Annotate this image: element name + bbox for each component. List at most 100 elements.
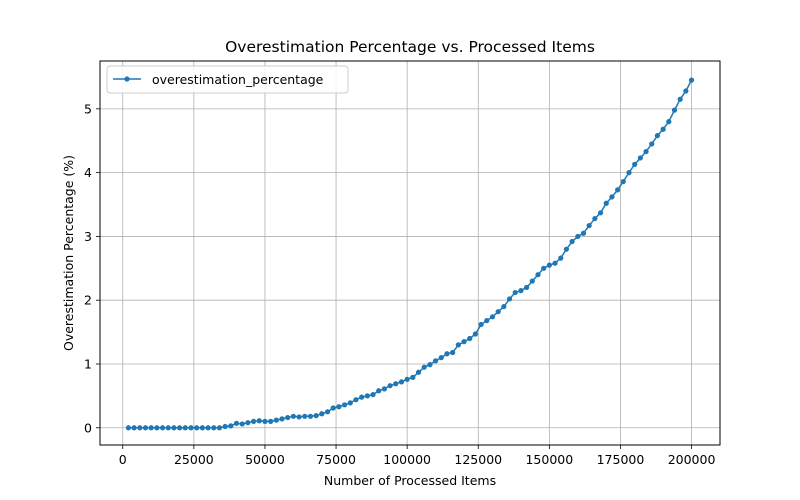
data-point (688, 77, 695, 83)
data-point (137, 425, 143, 431)
data-point (450, 349, 456, 356)
data-point (307, 413, 314, 419)
data-point (279, 416, 285, 422)
data-point (364, 393, 370, 399)
data-point (415, 369, 422, 375)
data-point (398, 379, 405, 385)
data-point (387, 383, 393, 389)
data-point (273, 417, 279, 423)
data-point (592, 215, 598, 222)
data-point (404, 376, 410, 382)
data-point (649, 141, 655, 147)
data-point (615, 187, 621, 193)
legend-label: overestimation_percentage (152, 72, 324, 87)
data-point (563, 246, 570, 252)
x-tick-label: 75000 (316, 452, 356, 467)
legend-box (106, 65, 349, 94)
data-point (535, 272, 541, 278)
data-point (347, 400, 353, 406)
data-point (125, 425, 132, 431)
data-point (313, 413, 319, 419)
x-tick-label: 0 (119, 452, 127, 467)
data-point (433, 358, 439, 364)
data-point (529, 278, 535, 284)
data-point (666, 119, 672, 125)
data-point (444, 351, 450, 357)
data-point (250, 418, 257, 424)
legend: overestimation_percentage (106, 65, 349, 94)
data-point (643, 148, 649, 155)
data-point (484, 318, 490, 324)
data-point (427, 362, 433, 368)
data-point (461, 339, 467, 345)
chart-title: Overestimation Percentage vs. Processed … (225, 38, 595, 56)
data-point (478, 321, 484, 328)
data-point (194, 425, 200, 431)
data-point (262, 418, 268, 424)
series-line (128, 79, 693, 429)
data-point (541, 265, 547, 271)
data-point (626, 170, 632, 176)
data-point (285, 414, 291, 421)
data-point (501, 303, 507, 310)
x-axis-title: Number of Processed Items (324, 473, 496, 488)
data-point (290, 413, 296, 419)
data-point (586, 222, 592, 229)
x-tick-label: 50000 (245, 452, 285, 467)
data-point (182, 425, 188, 431)
data-point (654, 133, 661, 139)
data-point (245, 420, 251, 426)
data-point (239, 421, 245, 427)
y-tick-label: 5 (84, 101, 92, 116)
data-point (467, 335, 473, 342)
data-point (558, 255, 564, 261)
y-tick-label: 3 (84, 229, 92, 244)
data-point (148, 425, 154, 431)
x-tick-label: 200000 (668, 452, 716, 467)
data-point (188, 425, 194, 431)
data-point (376, 388, 382, 394)
data-point (524, 284, 530, 291)
data-point (359, 394, 365, 400)
data-point (171, 425, 177, 431)
data-point (341, 402, 348, 408)
data-point (410, 374, 416, 380)
x-tick-label: 100000 (383, 452, 431, 467)
data-point (660, 126, 666, 132)
data-point (495, 309, 501, 315)
data-point (637, 155, 643, 161)
y-tick-label: 0 (84, 420, 92, 435)
data-point (518, 288, 524, 294)
data-point (216, 425, 223, 431)
data-point (489, 314, 496, 320)
data-point (569, 238, 575, 245)
x-tick-label: 125000 (454, 452, 502, 467)
data-point (211, 425, 217, 431)
plot-area (99, 60, 721, 446)
data-point (370, 392, 376, 398)
data-point (336, 404, 342, 410)
data-point (455, 342, 461, 348)
data-point (677, 96, 683, 102)
data-point (165, 425, 171, 431)
data-point (438, 355, 444, 361)
data-point (324, 409, 331, 415)
data-point (620, 178, 626, 185)
data-point (603, 200, 609, 206)
data-point (683, 88, 689, 94)
data-point (552, 260, 558, 266)
data-point (393, 381, 399, 387)
data-point (142, 425, 149, 431)
data-point (580, 230, 587, 236)
y-tick-label: 1 (84, 356, 92, 371)
data-point (330, 405, 336, 411)
data-point (472, 331, 479, 337)
data-point (199, 425, 205, 431)
y-axis: 0 1 2 3 4 5 (84, 101, 100, 435)
data-point (256, 418, 262, 424)
series-layer (125, 77, 695, 431)
data-point (154, 425, 160, 431)
data-point (319, 411, 325, 417)
data-point (512, 289, 518, 296)
